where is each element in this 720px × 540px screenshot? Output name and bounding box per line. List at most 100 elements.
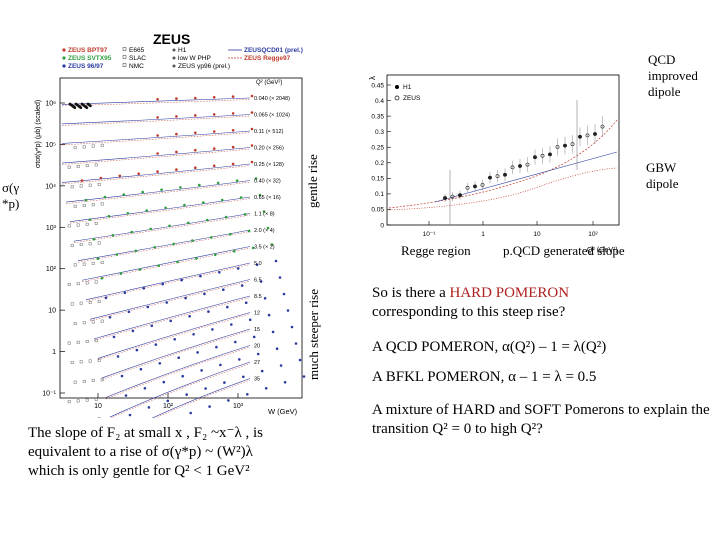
sigma-label: σ(γ *p) bbox=[2, 180, 19, 212]
data-point bbox=[184, 296, 187, 300]
fixed-target-point bbox=[79, 184, 83, 188]
data-point bbox=[246, 393, 249, 396]
data-point bbox=[111, 234, 115, 237]
data-point bbox=[199, 274, 202, 278]
x-tick-label: 10² bbox=[588, 231, 598, 238]
data-point bbox=[153, 246, 156, 249]
regge-curve bbox=[61, 99, 251, 107]
regge-curve bbox=[61, 165, 251, 185]
fixed-target-point bbox=[82, 262, 86, 266]
data-point bbox=[157, 264, 160, 267]
x-tick-label: 1 bbox=[481, 231, 485, 238]
fixed-target-point bbox=[100, 378, 104, 382]
data-point bbox=[203, 292, 206, 296]
data-point bbox=[200, 369, 203, 372]
legend-entry: ZEUSQCD01 (prel.) bbox=[244, 47, 303, 54]
data-point bbox=[160, 188, 163, 191]
data-point bbox=[235, 179, 239, 182]
legend-marker bbox=[172, 64, 176, 68]
fit-curve bbox=[151, 378, 251, 418]
data-point bbox=[278, 276, 282, 279]
regge-curve bbox=[61, 132, 251, 146]
legend-entry: ZEUS Regge97 bbox=[244, 55, 291, 62]
data-point bbox=[161, 282, 164, 286]
data-point bbox=[166, 399, 170, 403]
gamma-symbol: γ bbox=[13, 180, 20, 195]
data-point bbox=[175, 132, 178, 136]
fixed-target-point bbox=[100, 319, 104, 323]
data-point bbox=[250, 94, 254, 98]
q2-bin-label: 6.5 bbox=[254, 278, 262, 284]
y-tick-label: 10 bbox=[48, 308, 56, 315]
slope-line-1: The slope of F₂ at small x , F₂ ~x⁻λ , i… bbox=[28, 425, 264, 441]
data-point bbox=[298, 358, 302, 362]
fixed-target-point bbox=[73, 146, 77, 150]
data-point bbox=[185, 393, 188, 396]
slope-line-2: equivalent to a rise of σ(γ*p) ~ (W²)λ bbox=[28, 444, 253, 460]
regge-curve bbox=[61, 148, 251, 165]
fixed-target-point bbox=[88, 183, 92, 187]
q2-bin-label: 0.65 (× 16) bbox=[254, 195, 281, 201]
q2-bin-label: 2.0 (× 4) bbox=[254, 228, 275, 234]
data-point bbox=[188, 314, 191, 318]
data-point bbox=[236, 267, 240, 270]
y-tick-label: 0 bbox=[380, 222, 384, 229]
fixed-target-point bbox=[88, 301, 92, 304]
data-point bbox=[181, 374, 184, 378]
fixed-target-point bbox=[94, 280, 98, 284]
legend-zeus: ZEUS bbox=[403, 95, 421, 102]
slope-line-3: which is only gentle for Q² < 1 GeV² bbox=[28, 463, 250, 479]
legend-marker bbox=[122, 63, 127, 67]
data-point bbox=[220, 198, 224, 202]
x-tick-label: 10⁻¹ bbox=[423, 231, 437, 238]
regge-curve bbox=[93, 297, 251, 341]
legend-zeus-marker bbox=[394, 95, 400, 101]
data-point bbox=[207, 310, 210, 313]
right-xlabel: Q² (GeV²) bbox=[587, 247, 618, 254]
data-point bbox=[214, 253, 217, 257]
q2-bin-label: 20 bbox=[254, 344, 260, 350]
legend-entry: H1 bbox=[178, 47, 187, 54]
data-point bbox=[156, 152, 159, 155]
data-point bbox=[120, 374, 124, 378]
fit-curve bbox=[85, 262, 251, 301]
regge-curve bbox=[69, 198, 251, 224]
fixed-target-point bbox=[85, 222, 89, 226]
left-q2-labels: 0.040 (× 2048) 0.065 (× 1024) 0.11 (× 512)… bbox=[254, 96, 290, 383]
q2-bin-label: 3.5 (× 2) bbox=[254, 245, 275, 251]
data-point bbox=[251, 246, 255, 250]
steeper-rise-label: much steeper rise bbox=[306, 289, 321, 380]
y-tick-label: 0.15 bbox=[371, 176, 384, 183]
data-point bbox=[162, 380, 166, 384]
fixed-target-point bbox=[70, 185, 74, 189]
hard-pomeron-pre: So is there a bbox=[372, 285, 450, 301]
data-point bbox=[215, 345, 218, 349]
fit-curve bbox=[89, 279, 251, 320]
fixed-target-point bbox=[100, 261, 104, 264]
data-point bbox=[212, 147, 216, 150]
data-point bbox=[128, 413, 132, 417]
q2-bin-label: 0.40 (× 32) bbox=[254, 179, 281, 185]
regge-curve bbox=[85, 264, 251, 302]
legend-entry: ZEUS 96/97 bbox=[68, 63, 104, 70]
regge-curve bbox=[73, 214, 251, 243]
fixed-target-point bbox=[94, 163, 98, 167]
fixed-target-point bbox=[91, 203, 95, 207]
fixed-target-point bbox=[70, 302, 74, 306]
fixed-target-point bbox=[94, 222, 98, 225]
data-point bbox=[194, 114, 197, 117]
data-point bbox=[175, 150, 178, 154]
data-point bbox=[231, 129, 235, 132]
data-point bbox=[84, 198, 88, 202]
data-point bbox=[92, 237, 96, 241]
fixed-target-point bbox=[79, 301, 83, 305]
fixed-target-point bbox=[82, 379, 86, 383]
data-point bbox=[119, 272, 123, 275]
right-y-ticks: 0.45 0.4 0.35 0.3 0.25 0.2 0.15 0.1 0.05 0 bbox=[371, 82, 391, 229]
y-tick-label: 1 bbox=[52, 349, 56, 356]
data-point bbox=[149, 227, 152, 231]
data-point bbox=[286, 309, 290, 312]
fit-curve bbox=[61, 147, 251, 164]
fixed-target-point bbox=[76, 399, 80, 403]
